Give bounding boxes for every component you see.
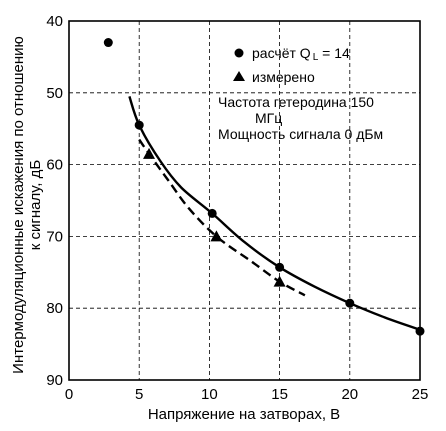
annotation-frequency: Частота гетеродина 150 (218, 94, 374, 110)
y-tick-label: 70 (46, 228, 63, 245)
measured-point (210, 230, 223, 242)
grid (69, 21, 420, 380)
legend-triangle-marker (233, 71, 245, 81)
calculated-point (415, 326, 425, 336)
y-tick-label: 40 (46, 13, 63, 30)
x-tick-label: 20 (341, 386, 358, 403)
x-tick-label: 0 (65, 386, 73, 403)
series-layer (103, 38, 425, 336)
x-tick-labels: 0 5 10 15 20 25 (65, 386, 429, 403)
calculated-point (345, 298, 355, 308)
legend-circle-marker (234, 48, 244, 58)
measured-curve (138, 138, 306, 297)
y-axis-title-line2: к сигналу, дБ (27, 160, 44, 251)
plot-frame (68, 20, 421, 381)
x-tick-label: 15 (271, 386, 288, 403)
legend-meas-label: измерено (252, 69, 315, 85)
y-axis-title-line1: Интермодуляционные искажения по отношени… (10, 36, 27, 374)
y-tick-label: 80 (46, 300, 63, 317)
y-tick-label: 60 (46, 157, 63, 174)
x-tick-label: 10 (201, 386, 218, 403)
annotation-signal-power: Мощность сигнала 0 дБм (218, 126, 383, 142)
measured-point (273, 275, 286, 287)
measured-point (143, 147, 156, 159)
x-tick-label: 5 (135, 386, 143, 403)
calculated-point (207, 208, 217, 218)
y-tick-label: 90 (46, 372, 63, 389)
y-tick-label: 50 (46, 85, 63, 102)
y-tick-labels: 40 50 60 70 80 90 (46, 13, 63, 389)
legend-calc-text: расчёт Q (252, 45, 311, 61)
legend-calc-subscript: L (313, 52, 319, 63)
x-tick-label: 25 (412, 386, 429, 403)
legend-calc-value: = 14 (318, 45, 350, 61)
calculated-curve (128, 96, 421, 331)
annotation-frequency-unit: МГц (255, 110, 282, 126)
calculated-point (103, 38, 113, 48)
calculated-point (275, 262, 285, 272)
x-axis-title: Напряжение на затворах, В (148, 406, 340, 423)
calculated-point (134, 120, 144, 130)
